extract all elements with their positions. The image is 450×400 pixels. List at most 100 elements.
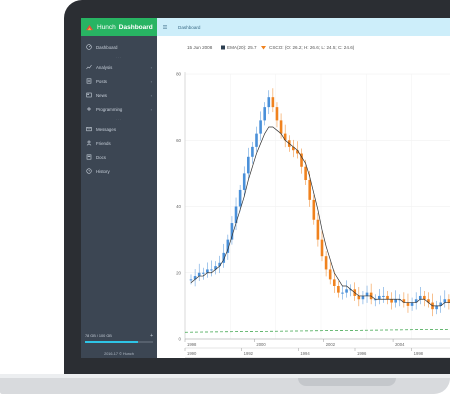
candle-body xyxy=(197,272,201,277)
x-tick-label-bottom: 1998 xyxy=(414,351,424,356)
sidebar-item-label: Docs xyxy=(96,154,107,160)
sidebar-nav: Dashboard ··· Analysis › Posts › xyxy=(81,36,157,178)
chart-panel: 15 Jun 2008 EMA(20): 25.7 CSCO: (O: 26.2; … xyxy=(157,36,450,358)
sidebar-item-programming[interactable]: Programming › xyxy=(81,102,157,116)
storage-progress-fill xyxy=(85,341,139,343)
chevron-right-icon: › xyxy=(150,78,152,84)
menu-toggle-icon[interactable] xyxy=(160,24,170,30)
candle-body xyxy=(423,295,426,300)
storage-label: 78 GB / 100 GB xyxy=(85,334,112,338)
x-tick-label-bottom: 1990 xyxy=(187,351,197,356)
candle-body xyxy=(214,266,217,270)
candle-body xyxy=(402,299,406,303)
storage-widget: 78 GB / 100 GB + xyxy=(85,333,153,343)
legend-ema-swatch xyxy=(221,45,225,50)
candle-body xyxy=(394,299,397,303)
candle-body xyxy=(361,295,365,300)
nav-separator: ··· xyxy=(115,116,123,122)
candle-body xyxy=(292,146,295,151)
x-tick-label-top: 2000 xyxy=(256,342,266,347)
candle-body xyxy=(271,97,275,108)
y-tick-label: 0 xyxy=(179,337,182,342)
candle-body xyxy=(201,272,205,274)
candle-body xyxy=(193,276,197,280)
candle-body xyxy=(337,286,340,293)
candle-body xyxy=(398,299,402,301)
candle-body xyxy=(230,223,234,240)
y-tick-label: 60 xyxy=(176,138,181,143)
news-icon xyxy=(86,92,92,98)
y-tick-label: 20 xyxy=(176,270,181,275)
candle-body xyxy=(365,292,369,296)
posts-icon xyxy=(86,78,92,84)
candle-body xyxy=(447,299,450,303)
sidebar-item-label: Programming xyxy=(96,106,123,112)
sidebar-item-label: Analysis xyxy=(96,64,113,70)
x-tick-label-top: 2004 xyxy=(395,342,405,347)
sidebar-item-analysis[interactable]: Analysis › xyxy=(81,60,157,74)
candle-body xyxy=(259,120,262,134)
candle-body xyxy=(242,173,246,190)
candle-body xyxy=(316,219,320,240)
x-tick-label-bottom: 1992 xyxy=(244,351,254,356)
sidebar-item-friends[interactable]: Friends xyxy=(81,136,157,150)
chart-icon xyxy=(86,64,92,70)
candle-body xyxy=(341,292,344,294)
baseline-dashed-line xyxy=(184,328,450,333)
candle-body xyxy=(210,269,213,271)
sidebar-item-label: Posts xyxy=(96,78,107,84)
candle-body xyxy=(189,279,193,281)
brand[interactable]: Hunch Dashboard xyxy=(81,18,157,36)
candle-body xyxy=(443,299,447,303)
candle-body xyxy=(304,166,307,180)
sidebar-item-label: History xyxy=(96,168,110,174)
candle-body xyxy=(406,302,410,306)
sidebar-item-history[interactable]: History xyxy=(81,164,157,178)
sidebar-item-label: Messages xyxy=(96,126,117,132)
candle-body xyxy=(275,107,279,121)
nav-separator: ··· xyxy=(115,54,123,60)
top-bar: Dashboard xyxy=(157,18,450,36)
laptop-notch xyxy=(298,378,396,386)
sidebar-item-label: Friends xyxy=(96,140,111,146)
candle-body xyxy=(222,252,226,263)
candle-body xyxy=(279,120,283,134)
candle-body xyxy=(234,206,238,224)
candle-body xyxy=(410,302,414,306)
candle-body xyxy=(418,295,422,300)
storage-progress xyxy=(85,341,153,343)
candle-body xyxy=(373,299,377,301)
candle-body xyxy=(332,279,336,286)
candle-body xyxy=(283,133,287,141)
candle-body xyxy=(324,256,328,270)
candle-body xyxy=(218,262,221,267)
page-title: Dashboard xyxy=(178,24,201,30)
sidebar: Hunch Dashboard Dashboard ··· Analysis › xyxy=(81,18,157,358)
candle-body xyxy=(320,239,324,257)
candle-body xyxy=(226,239,230,253)
candle-body xyxy=(312,199,316,220)
candle-body xyxy=(390,299,393,303)
y-tick-label: 80 xyxy=(176,72,181,77)
sidebar-item-news[interactable]: News › xyxy=(81,88,157,102)
sidebar-item-docs[interactable]: Docs xyxy=(81,150,157,164)
ema-line xyxy=(190,126,450,307)
candle-body xyxy=(349,289,352,291)
brand-name: Hunch xyxy=(97,23,116,31)
chart-legend-ema: EMA(20): 25.7 xyxy=(227,45,257,50)
candle-body xyxy=(267,97,271,108)
sidebar-item-label: Dashboard xyxy=(96,44,118,50)
sidebar-item-posts[interactable]: Posts › xyxy=(81,74,157,88)
candle-body xyxy=(414,299,418,303)
candle-body xyxy=(255,133,258,147)
plus-icon xyxy=(86,106,92,112)
candle-body xyxy=(263,107,266,121)
x-tick-label-top: 2002 xyxy=(326,342,336,347)
stock-chart[interactable]: 15 Jun 2008 EMA(20): 25.7 CSCO: (O: 26.2; … xyxy=(157,36,450,358)
sidebar-item-dashboard[interactable]: Dashboard xyxy=(81,40,157,54)
candle-body xyxy=(296,150,299,154)
legend-ohlc-marker xyxy=(261,46,266,50)
sidebar-item-messages[interactable]: Messages xyxy=(81,122,157,136)
candle-body xyxy=(345,289,348,293)
add-storage-button[interactable]: + xyxy=(150,333,153,339)
